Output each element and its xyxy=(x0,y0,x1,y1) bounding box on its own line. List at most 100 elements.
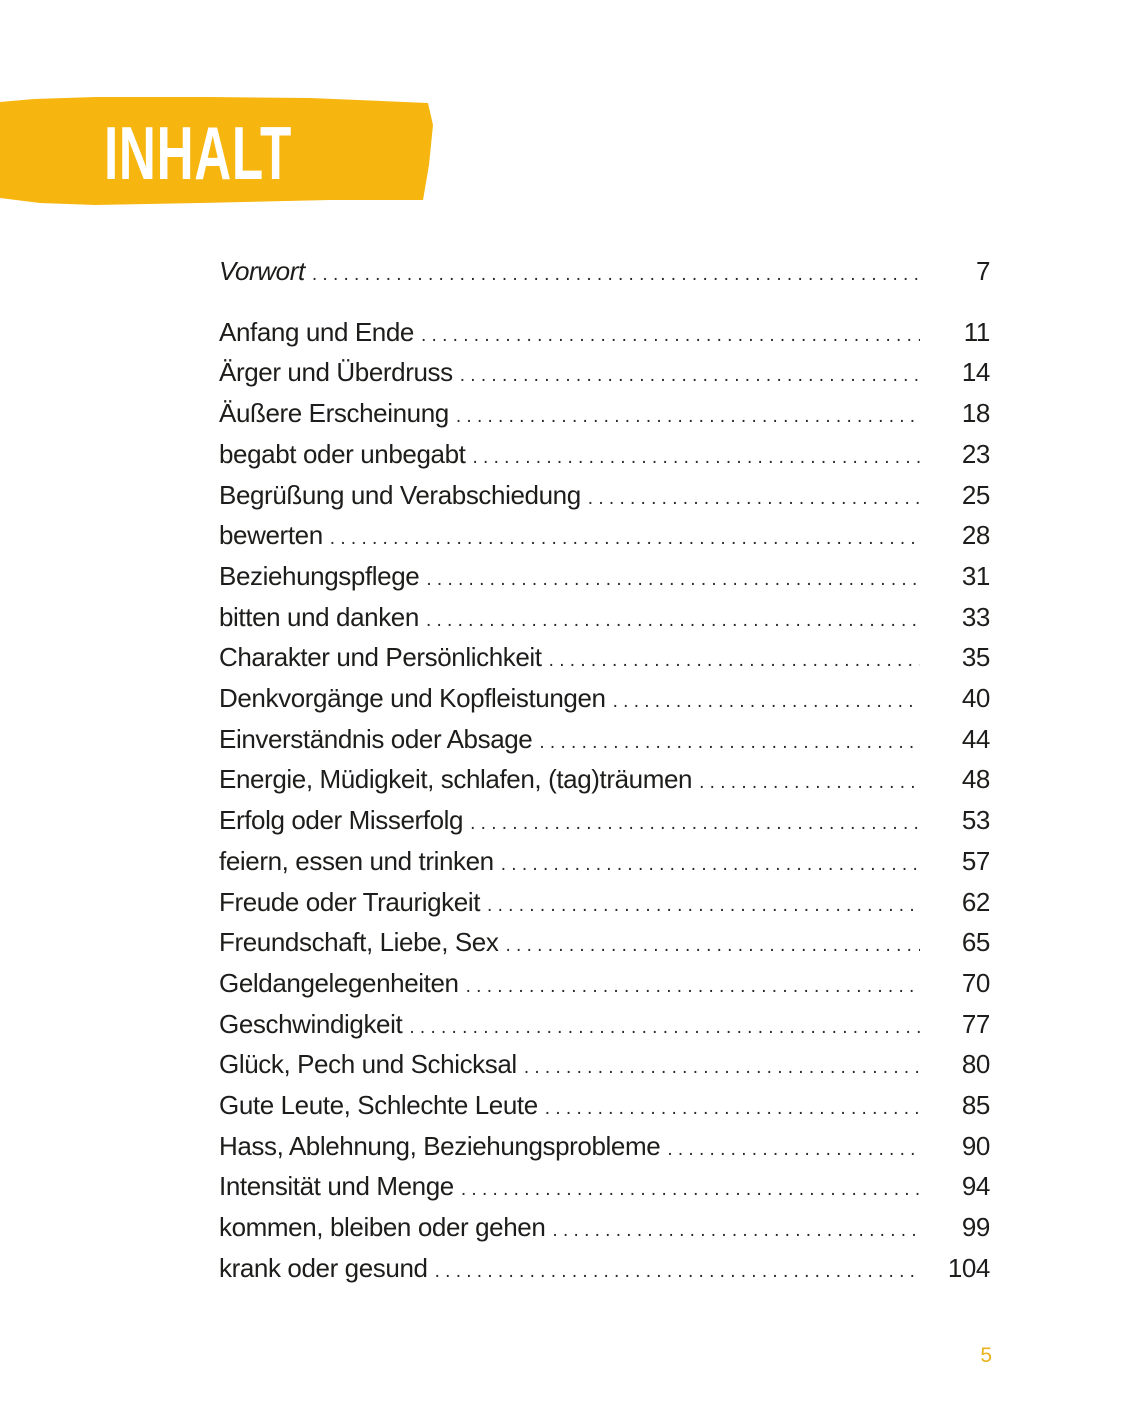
toc-leader-dots: . . . . . . . . . . . . . . . . . . . . … xyxy=(539,731,920,753)
toc-entry: Charakter und Persönlichkeit . . . . . .… xyxy=(219,639,990,680)
toc-entry-page: 14 xyxy=(961,357,991,388)
toc-entry-label: krank oder gesund xyxy=(219,1252,428,1283)
toc-entry-label: Begrüßung und Verabschiedung xyxy=(219,479,581,510)
toc-entry-page: 70 xyxy=(961,967,991,998)
toc-leader-dots: . . . . . . . . . . . . . . . . . . . . … xyxy=(465,975,920,997)
toc-entry-page: 28 xyxy=(961,520,991,551)
toc-entry: kommen, bleiben oder gehen . . . . . . .… xyxy=(219,1209,990,1250)
toc-entry: Einverständnis oder Absage . . . . . . .… xyxy=(219,721,990,762)
toc-entry-page: 44 xyxy=(961,723,991,754)
toc-leader-dots: . . . . . . . . . . . . . . . . . . . . … xyxy=(544,1098,920,1120)
toc-entry-page: 90 xyxy=(961,1130,991,1161)
toc-entry-page: 85 xyxy=(961,1090,991,1121)
toc-entry-label: Glück, Pech und Schicksal xyxy=(219,1049,517,1080)
toc-entry-page: 7 xyxy=(975,256,990,286)
toc-entry: feiern, essen und trinken . . . . . . . … xyxy=(219,843,990,884)
toc-leader-dots: . . . . . . . . . . . . . . . . . . . . … xyxy=(548,650,920,672)
inhalt-banner: INHALT xyxy=(0,95,437,207)
toc-entry-label: Gute Leute, Schlechte Leute xyxy=(219,1090,538,1121)
toc-entry: begabt oder unbegabt . . . . . . . . . .… xyxy=(219,436,990,477)
toc-leader-dots: . . . . . . . . . . . . . . . . . . . . … xyxy=(409,1016,920,1038)
toc-entry-label: Äußere Erscheinung xyxy=(219,398,449,429)
toc-leader-dots: . . . . . . . . . . . . . . . . . . . . … xyxy=(523,1057,920,1079)
toc-entry: Erfolg oder Misserfolg . . . . . . . . .… xyxy=(219,802,990,843)
page-number: 5 xyxy=(980,1344,992,1367)
toc-entry: Denkvorgänge und Kopfleistungen . . . . … xyxy=(219,680,990,721)
toc-entry: Äußere Erscheinung . . . . . . . . . . .… xyxy=(219,395,990,436)
toc-entry-label: Erfolg oder Misserfolg xyxy=(219,805,464,836)
toc-entry-label: kommen, bleiben oder gehen xyxy=(219,1212,546,1243)
toc-list: Vorwort . . . . . . . . . . . . . . . . … xyxy=(219,253,990,1291)
toc-entry-label: Ärger und Überdruss xyxy=(219,357,453,388)
toc-entry-page: 35 xyxy=(961,642,991,673)
toc-entry: bitten und danken . . . . . . . . . . . … xyxy=(219,599,990,640)
toc-entry-page: 40 xyxy=(961,683,991,714)
toc-entry-label: Beziehungspflege xyxy=(219,560,420,591)
toc-leader-dots: . . . . . . . . . . . . . . . . . . . . … xyxy=(612,691,920,713)
toc-entry-page: 11 xyxy=(963,316,991,347)
toc-entry: Begrüßung und Verabschiedung . . . . . .… xyxy=(219,477,990,518)
toc-entry: bewerten . . . . . . . . . . . . . . . .… xyxy=(219,517,990,558)
toc-entry: Energie, Müdigkeit, schlafen, (tag)träum… xyxy=(219,761,990,802)
toc-leader-dots: . . . . . . . . . . . . . . . . . . . . … xyxy=(699,772,920,794)
banner-brush-polygon xyxy=(0,97,433,205)
toc-entry: Vorwort . . . . . . . . . . . . . . . . … xyxy=(219,253,990,294)
toc-leader-dots: . . . . . . . . . . . . . . . . . . . . … xyxy=(426,568,920,590)
toc-entry-page: 33 xyxy=(961,601,991,632)
toc-entry-page: 65 xyxy=(961,927,991,958)
toc-entry-label: Denkvorgänge und Kopfleistungen xyxy=(219,683,606,714)
toc-entry: Ärger und Überdruss . . . . . . . . . . … xyxy=(219,354,990,395)
toc-leader-dots: . . . . . . . . . . . . . . . . . . . . … xyxy=(455,406,920,428)
toc-entry-label: Freude oder Traurigkeit xyxy=(219,886,481,917)
toc-entry-page: 48 xyxy=(961,764,991,795)
toc-leader-dots: . . . . . . . . . . . . . . . . . . . . … xyxy=(311,264,920,285)
toc-entry-label: Einverständnis oder Absage xyxy=(219,723,533,754)
toc-leader-dots: . . . . . . . . . . . . . . . . . . . . … xyxy=(459,365,920,387)
banner-title: INHALT xyxy=(104,111,292,195)
toc-entry: Beziehungspflege . . . . . . . . . . . .… xyxy=(219,558,990,599)
toc-leader-dots: . . . . . . . . . . . . . . . . . . . . … xyxy=(505,935,920,957)
toc-entry-label: Hass, Ablehnung, Beziehungsprobleme xyxy=(219,1130,661,1161)
toc-entry-label: Geschwindigkeit xyxy=(219,1008,403,1039)
toc-entry-label: Vorwort xyxy=(219,256,305,286)
toc-entry-page: 99 xyxy=(961,1212,991,1243)
toc-leader-dots: . . . . . . . . . . . . . . . . . . . . … xyxy=(460,1179,920,1201)
toc-entry-label: bewerten xyxy=(219,520,323,551)
toc-leader-dots: . . . . . . . . . . . . . . . . . . . . … xyxy=(420,324,920,346)
toc-entry-page: 25 xyxy=(961,479,991,510)
toc-entry-page: 23 xyxy=(961,438,991,469)
toc-leader-dots: . . . . . . . . . . . . . . . . . . . . … xyxy=(472,446,920,468)
toc-leader-dots: . . . . . . . . . . . . . . . . . . . . … xyxy=(552,1220,920,1242)
toc-entry: Geschwindigkeit . . . . . . . . . . . . … xyxy=(219,1006,990,1047)
toc-entry: Hass, Ablehnung, Beziehungsprobleme . . … xyxy=(219,1128,990,1169)
toc-entry: Anfang und Ende . . . . . . . . . . . . … xyxy=(219,314,990,355)
toc-entry-page: 104 xyxy=(947,1252,991,1283)
toc-entry-page: 77 xyxy=(961,1008,991,1039)
toc-leader-dots: . . . . . . . . . . . . . . . . . . . . … xyxy=(667,1138,920,1160)
toc-entry: Intensität und Menge . . . . . . . . . .… xyxy=(219,1168,990,1209)
toc-entry-page: 18 xyxy=(961,398,991,429)
toc-entry-page: 62 xyxy=(961,886,991,917)
toc-entry-page: 31 xyxy=(961,560,991,591)
toc-entry: Gute Leute, Schlechte Leute . . . . . . … xyxy=(219,1087,990,1128)
toc-entry-label: Anfang und Ende xyxy=(219,316,414,347)
toc-entry-page: 53 xyxy=(961,805,991,836)
toc-entry: krank oder gesund . . . . . . . . . . . … xyxy=(219,1250,990,1291)
toc-entry: Freude oder Traurigkeit . . . . . . . . … xyxy=(219,884,990,925)
toc-leader-dots: . . . . . . . . . . . . . . . . . . . . … xyxy=(425,609,920,631)
toc-leader-dots: . . . . . . . . . . . . . . . . . . . . … xyxy=(587,487,920,509)
toc-entry: Geldangelegenheiten . . . . . . . . . . … xyxy=(219,965,990,1006)
toc-leader-dots: . . . . . . . . . . . . . . . . . . . . … xyxy=(470,813,920,835)
toc-entry: Glück, Pech und Schicksal . . . . . . . … xyxy=(219,1046,990,1087)
toc-entry-label: Intensität und Menge xyxy=(219,1171,454,1202)
toc-leader-dots: . . . . . . . . . . . . . . . . . . . . … xyxy=(434,1260,920,1282)
toc-entry-label: begabt oder unbegabt xyxy=(219,438,466,469)
toc-leader-dots: . . . . . . . . . . . . . . . . . . . . … xyxy=(487,894,920,916)
toc-leader-dots: . . . . . . . . . . . . . . . . . . . . … xyxy=(329,528,920,550)
toc-entry: Freundschaft, Liebe, Sex . . . . . . . .… xyxy=(219,924,990,965)
toc-entry-page: 94 xyxy=(961,1171,991,1202)
toc-entry-page: 80 xyxy=(961,1049,991,1080)
toc-leader-dots: . . . . . . . . . . . . . . . . . . . . … xyxy=(500,853,920,875)
toc-entry-label: Charakter und Persönlichkeit xyxy=(219,642,542,673)
